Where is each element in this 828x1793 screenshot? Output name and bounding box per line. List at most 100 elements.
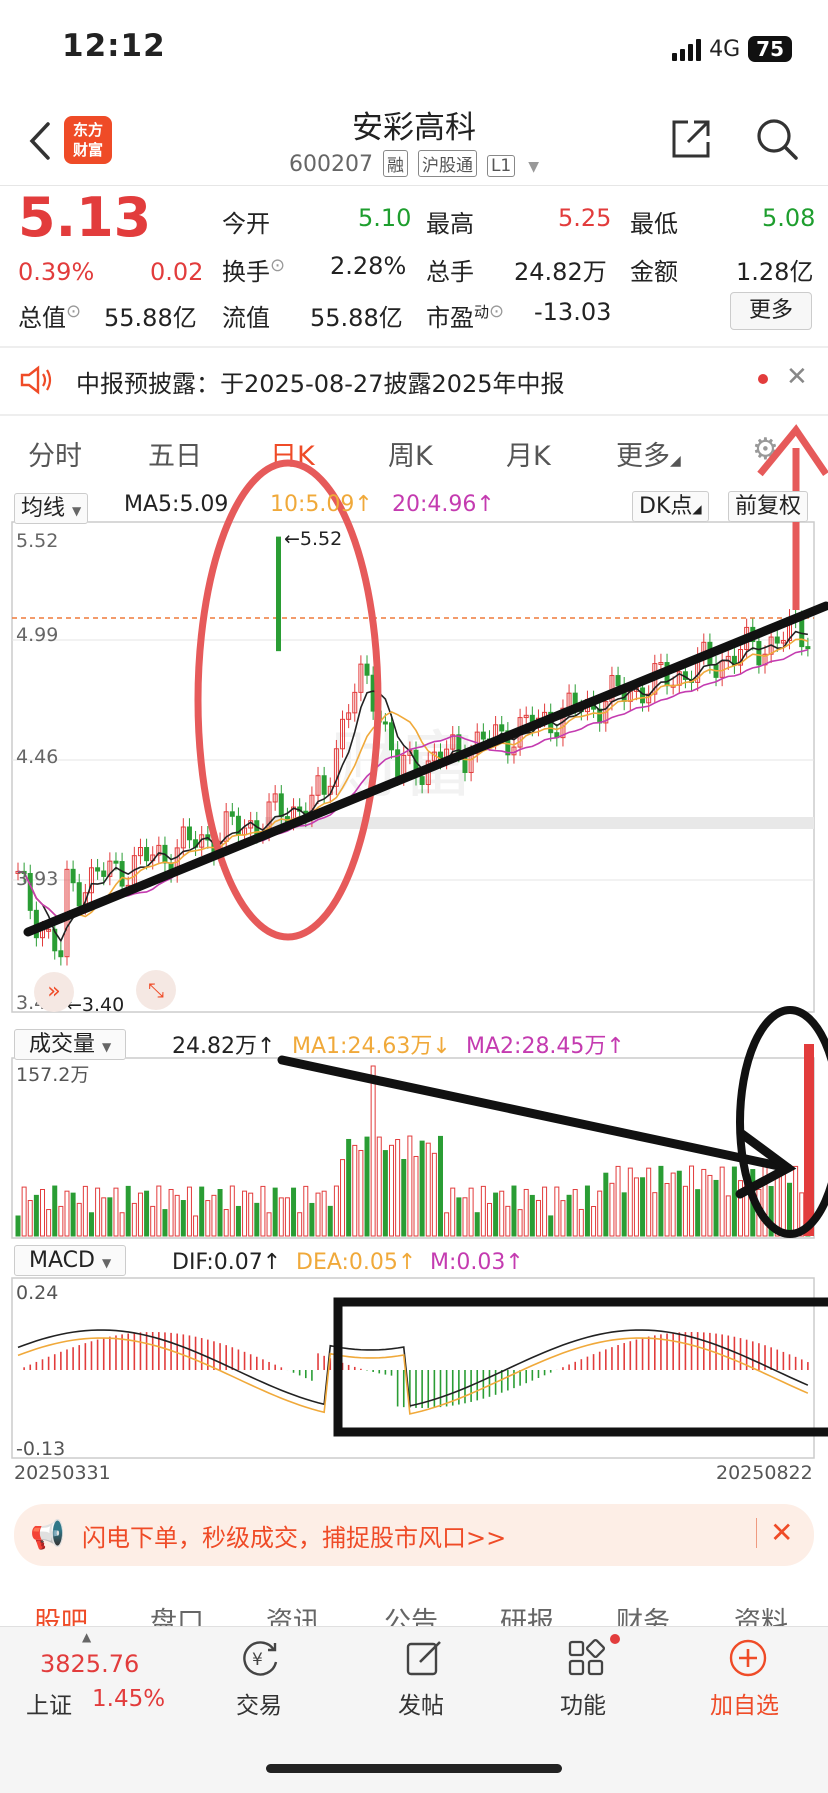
- back-icon[interactable]: [24, 116, 60, 166]
- annotation-up-arrow-head: [757, 424, 828, 477]
- candle-body: [756, 641, 762, 666]
- volume-bar: [327, 1205, 333, 1237]
- candle-body: [358, 663, 364, 693]
- index-name: 上证: [26, 1693, 72, 1719]
- tab-month-k[interactable]: 月K: [506, 441, 551, 472]
- ad-banner[interactable]: [14, 1504, 814, 1566]
- apps-icon[interactable]: [564, 1636, 608, 1680]
- ma-selector[interactable]: 均线 ▼: [14, 490, 89, 524]
- stock-code-row[interactable]: 600207 融 沪股通 L1 ▼: [0, 150, 828, 177]
- nav-function-label[interactable]: 功能: [560, 1693, 606, 1719]
- start-date: 20250331: [14, 1462, 111, 1484]
- share-icon[interactable]: [668, 116, 714, 162]
- logo-text-2: 财富: [72, 141, 103, 159]
- candle-body: [658, 662, 664, 666]
- volume-bar: [535, 1199, 541, 1237]
- tab-week-k[interactable]: 周K: [388, 441, 433, 472]
- market-cap-value: 55.88亿: [104, 304, 197, 332]
- adjust-button[interactable]: 前复权: [728, 488, 809, 522]
- search-icon[interactable]: [754, 116, 800, 162]
- info-icon[interactable]: ⊙: [489, 301, 505, 322]
- candle-body: [352, 691, 358, 714]
- volume-bar: [578, 1208, 584, 1237]
- annotation-rectangle: [333, 1297, 828, 1437]
- macd-selector[interactable]: MACD ▼: [14, 1245, 127, 1276]
- volume-bar: [731, 1166, 737, 1237]
- volume-bar: [52, 1185, 58, 1237]
- candle-body: [186, 826, 192, 841]
- add-favorite-icon[interactable]: [726, 1636, 770, 1680]
- index-value[interactable]: 3825.76: [40, 1650, 140, 1678]
- divider: [0, 346, 828, 348]
- volume-bar: [597, 1190, 603, 1237]
- candle-spike: [276, 536, 281, 652]
- amount-label: 金额: [630, 258, 678, 286]
- info-icon[interactable]: ⊙: [270, 255, 286, 276]
- volume-bar: [707, 1174, 713, 1237]
- notice-text[interactable]: 中报预披露：于2025-08-27披露2025年中报: [76, 370, 565, 398]
- volume-bar: [168, 1188, 174, 1237]
- volume-bar: [174, 1194, 180, 1237]
- volume-bar: [131, 1202, 137, 1237]
- high-marker: ←5.52: [284, 528, 343, 550]
- candle-body: [780, 639, 786, 644]
- turnover-label-text: 换手: [222, 258, 270, 286]
- volume-bar: [144, 1190, 150, 1237]
- chevron-down-icon[interactable]: ▼: [528, 159, 540, 175]
- candle-body: [70, 868, 76, 884]
- chevron-down-icon: ▼: [102, 1040, 112, 1054]
- volume-bar: [719, 1166, 725, 1237]
- volume-bar: [346, 1138, 352, 1237]
- volume-bar: [529, 1194, 535, 1237]
- ad-text[interactable]: 闪电下单，秒级成交，捕捉股市风口>>: [82, 1524, 507, 1552]
- nav-add-watchlist-label[interactable]: 加自选: [710, 1693, 779, 1719]
- candle-body: [419, 776, 425, 785]
- ma-line: [17, 638, 809, 922]
- info-icon[interactable]: ⊙: [66, 301, 82, 322]
- volume-bar: [76, 1202, 82, 1237]
- dk-button[interactable]: DK点◢: [632, 488, 709, 522]
- nav-post-label[interactable]: 发帖: [398, 1693, 444, 1719]
- volume-bar: [205, 1200, 211, 1237]
- dif-legend: DIF:0.07↑: [172, 1250, 282, 1275]
- volume-bar: [633, 1177, 639, 1237]
- volume-bar: [278, 1197, 284, 1237]
- volume-bar: [358, 1149, 364, 1237]
- float-value: 55.88亿: [310, 304, 403, 332]
- tab-five-day[interactable]: 五日: [148, 441, 202, 472]
- divider: [0, 185, 828, 186]
- status-indicators: 4G 75: [672, 34, 792, 64]
- candle-body: [346, 712, 352, 720]
- unread-dot: [758, 374, 768, 384]
- tab-more[interactable]: 更多◢: [616, 434, 681, 473]
- vol-ma2-legend: MA2:28.45万↑: [466, 1034, 625, 1059]
- volume-bar: [119, 1212, 125, 1237]
- annotation-arrow-head: [735, 1129, 797, 1199]
- volume-bar: [309, 1202, 315, 1237]
- volume-bar: [70, 1192, 76, 1237]
- trade-icon[interactable]: ¥: [238, 1636, 282, 1680]
- more-button[interactable]: 更多: [730, 292, 812, 330]
- volume-bar: [615, 1165, 621, 1237]
- volume-bar: [284, 1197, 290, 1237]
- chevron-down-icon: ▼: [101, 1256, 112, 1270]
- tag-connect: 沪股通: [417, 150, 477, 177]
- tab-intraday[interactable]: 分时: [28, 441, 82, 472]
- ma-lines: [17, 630, 809, 943]
- market-cap-label-text: 总值: [18, 304, 66, 332]
- volume-bar: [407, 1135, 413, 1237]
- volume-bar: [444, 1212, 450, 1237]
- nav-trade-label[interactable]: 交易: [236, 1693, 282, 1719]
- close-icon[interactable]: ✕: [770, 1516, 794, 1549]
- expand-left-icon[interactable]: »: [34, 972, 74, 1012]
- candle-body: [395, 749, 401, 778]
- end-date: 20250822: [716, 1462, 813, 1484]
- post-icon[interactable]: [402, 1636, 446, 1680]
- volume-bar: [725, 1195, 731, 1237]
- volume-bar: [101, 1197, 107, 1237]
- volume-selector[interactable]: 成交量 ▼: [14, 1026, 127, 1060]
- volume-bar: [793, 1165, 799, 1237]
- fullscreen-icon[interactable]: ⤡: [136, 970, 176, 1010]
- close-icon[interactable]: ✕: [786, 362, 808, 392]
- candle-body: [364, 663, 370, 676]
